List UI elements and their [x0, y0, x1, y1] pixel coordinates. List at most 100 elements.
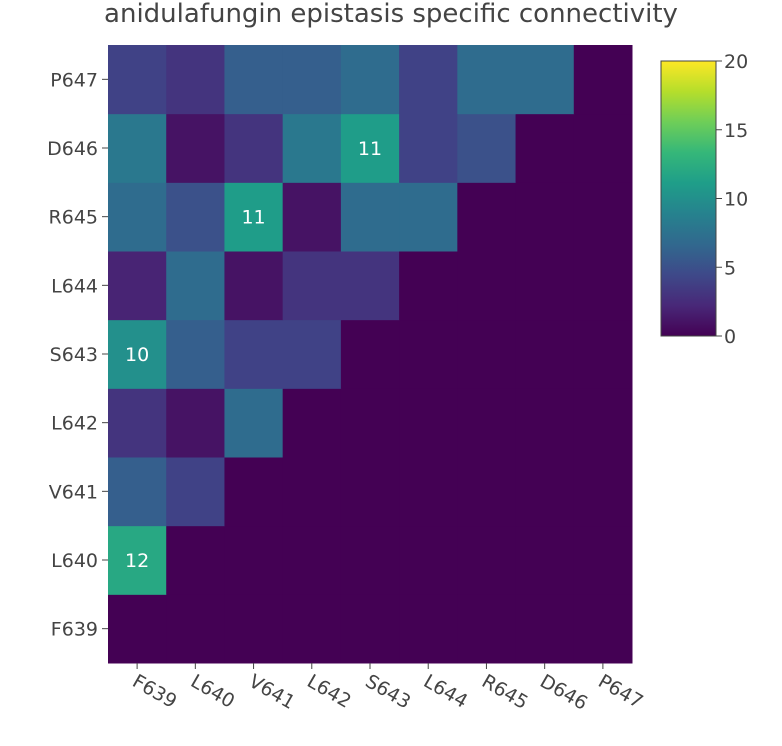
colorbar-tick-label: 5 [724, 257, 736, 279]
heatmap-cell [108, 594, 167, 664]
heatmap-cell [224, 525, 284, 595]
heatmap-cell [457, 182, 517, 252]
heatmap-cell [108, 319, 167, 389]
heatmap-cell [457, 457, 517, 527]
heatmap-cell [166, 525, 225, 595]
heatmap-cell [282, 113, 342, 183]
x-tick-label: L640 [187, 670, 239, 712]
heatmap-cell [282, 182, 342, 252]
heatmap-cell [573, 594, 633, 664]
heatmap-cell [340, 251, 400, 321]
heatmap-cell [457, 594, 517, 664]
cell-value-label: 12 [125, 550, 149, 572]
heatmap-cell [399, 45, 458, 115]
y-tick-label: S643 [50, 344, 98, 366]
heatmap-cell [340, 388, 400, 458]
x-tick-label: F639 [129, 670, 181, 713]
heatmap-cell [108, 251, 167, 321]
y-tick-label: D646 [47, 138, 98, 160]
heatmap-cell [573, 113, 633, 183]
heatmap-cell [515, 457, 575, 527]
colorbar-tick-label: 0 [724, 326, 736, 348]
heatmap-cell [457, 525, 517, 595]
y-tick-label: F639 [51, 619, 98, 641]
x-tick-label: L642 [303, 670, 355, 712]
heatmap-cell [515, 113, 575, 183]
heatmap-cell [515, 388, 575, 458]
heatmap-cell [224, 251, 284, 321]
colorbar-tick-label: 20 [724, 51, 748, 73]
heatmap-cell [399, 457, 458, 527]
heatmap-cell [340, 457, 400, 527]
heatmap-cell [108, 525, 167, 595]
heatmap-cell [166, 182, 225, 252]
heatmap-cell [573, 45, 633, 115]
heatmap-cell [108, 388, 167, 458]
heatmap-cell [573, 319, 633, 389]
heatmap-cell [224, 457, 284, 527]
heatmap-cell [515, 319, 575, 389]
heatmap-cell [282, 594, 342, 664]
heatmap-cell [340, 525, 400, 595]
colorbar-tick-label: 15 [724, 120, 748, 142]
heatmap-cell [515, 251, 575, 321]
heatmap-cell [457, 319, 517, 389]
heatmap-cell [399, 113, 458, 183]
heatmap-cell [224, 594, 284, 664]
y-tick-label: L642 [51, 413, 98, 435]
heatmap-cell [108, 182, 167, 252]
heatmap-cell [515, 182, 575, 252]
cell-value-label: 11 [358, 138, 382, 160]
heatmap-cell [166, 251, 225, 321]
heatmap-cell [282, 45, 342, 115]
heatmap-cell [108, 457, 167, 527]
x-tick-label: R645 [478, 670, 532, 714]
heatmap-cell [224, 45, 284, 115]
x-tick-label: L644 [420, 670, 472, 712]
y-tick-label: P647 [50, 69, 98, 91]
x-axis: F639 L640 V641 L642 S643 L644 R645 D646 P647 [129, 663, 647, 715]
heatmap-cell [224, 388, 284, 458]
heatmap-cell [515, 525, 575, 595]
heatmap-cell [108, 113, 167, 183]
cell-value-label: 10 [125, 344, 149, 366]
x-tick-label: P647 [594, 670, 646, 713]
x-tick-label: S643 [362, 670, 415, 713]
heatmap-cells [108, 45, 633, 664]
cell-value-label: 11 [241, 207, 265, 229]
heatmap-cell [399, 388, 458, 458]
heatmap-cell [340, 45, 400, 115]
y-tick-label: L644 [51, 275, 98, 297]
heatmap-cell [399, 182, 458, 252]
heatmap-cell [399, 319, 458, 389]
heatmap-cell [340, 182, 400, 252]
heatmap-cell [573, 182, 633, 252]
heatmap-cell [399, 525, 458, 595]
heatmap-cell [282, 457, 342, 527]
heatmap-cell [166, 457, 225, 527]
heatmap-cell [282, 525, 342, 595]
heatmap-cell [166, 388, 225, 458]
colorbar-tick-label: 10 [724, 189, 748, 211]
heatmap-cell [108, 45, 167, 115]
heatmap-cell [340, 319, 400, 389]
heatmap-cell [457, 45, 517, 115]
cell-annotations: 12 10 11 11 [125, 138, 382, 572]
heatmap-cell [399, 594, 458, 664]
heatmap-cell [573, 251, 633, 321]
y-tick-label: V641 [49, 481, 98, 503]
heatmap-cell [166, 45, 225, 115]
heatmap-cell [515, 594, 575, 664]
heatmap-cell [457, 251, 517, 321]
heatmap-cell [166, 319, 225, 389]
heatmap-cell [282, 319, 342, 389]
heatmap-cell [457, 388, 517, 458]
heatmap-cell [282, 388, 342, 458]
y-tick-label: L640 [51, 550, 98, 572]
heatmap-cell [282, 251, 342, 321]
heatmap-cell [573, 525, 633, 595]
heatmap-cell [457, 113, 517, 183]
colorbar-gradient [660, 60, 717, 337]
x-tick-label: V641 [245, 670, 299, 714]
y-tick-label: R645 [49, 207, 98, 229]
